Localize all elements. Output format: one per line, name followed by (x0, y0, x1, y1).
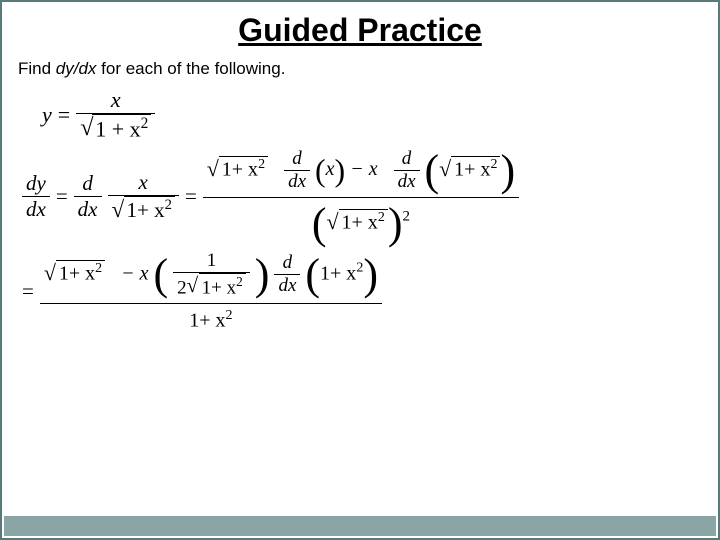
slide-container: Guided Practice Find dy/dx for each of t… (0, 0, 720, 540)
bottom-bar (4, 516, 716, 536)
eq2-r-den: 1+ x2 (327, 209, 388, 235)
eq1-sqrt: 1 + x2 (80, 114, 151, 142)
slide-title: Guided Practice (2, 12, 718, 49)
math-area: y = x 1 + x2 dy dx = d dx x (2, 87, 718, 333)
eq2-mid-sup: 2 (165, 197, 172, 213)
eq2-r-ddx1: d dx (284, 148, 310, 193)
eq3-inner-frac: 1 21+ x2 (173, 250, 250, 299)
instruction-suffix: for each of the following. (96, 59, 285, 78)
eq2-mid-den: 1+ x (127, 198, 165, 222)
eq3-ddx: d dx (274, 252, 300, 297)
instruction-prefix: Find (18, 59, 56, 78)
eq2-ddx-den: dx (74, 196, 102, 222)
eq2-r-a: 1+ x2 (207, 156, 268, 182)
eq2-lhs: dy dx (22, 171, 50, 222)
eq3-inner-sqrt: 1+ x2 (187, 273, 246, 299)
equation-3: = 1+ x2 − x ( 1 21+ x2 ) d (22, 250, 698, 333)
eq1-lhs: y (42, 102, 52, 128)
eq2-mid-frac: x 1+ x2 (108, 170, 179, 223)
eq2-r-ddx2: d dx (394, 148, 420, 193)
eq2-mid-num: x (139, 170, 148, 194)
eq1-den-sup: 2 (141, 115, 149, 132)
eq1-den-inner: 1 + x (95, 116, 140, 141)
eq2-lhs-den: dx (22, 196, 50, 222)
instruction-text: Find dy/dx for each of the following. (18, 59, 718, 79)
equation-1: y = x 1 + x2 (42, 87, 698, 142)
eq1-fraction: x 1 + x2 (76, 87, 155, 142)
equation-2: dy dx = d dx x 1+ x2 = 1+ x2 (22, 148, 698, 244)
eq2-mid-sqrt: 1+ x2 (112, 196, 175, 223)
eq2-r-b: 1+ x2 (439, 156, 500, 182)
eq1-num: x (111, 87, 121, 112)
instruction-italic: dy/dx (56, 59, 97, 78)
eq2-rhs: 1+ x2 d dx (x) − x d dx (1+ x2) (203, 148, 519, 244)
eq2-ddx-num: d (74, 171, 102, 196)
eq3-frac: 1+ x2 − x ( 1 21+ x2 ) d dx ( (40, 250, 382, 333)
eq2-lhs-num: dy (22, 171, 50, 196)
eq2-ddx: d dx (74, 171, 102, 222)
eq3-a: 1+ x2 (44, 260, 105, 286)
